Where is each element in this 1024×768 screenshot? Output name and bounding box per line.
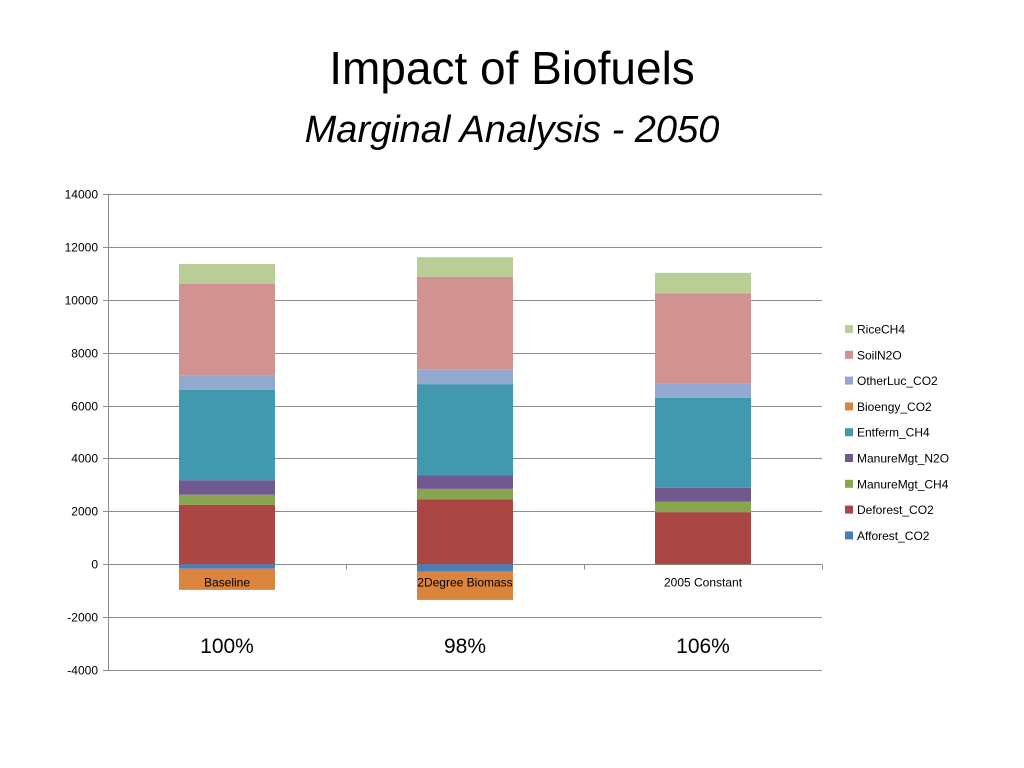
y-tick-label: 8000 [71,347,98,361]
legend-label: ManureMgt_CH4 [857,477,949,491]
legend: RiceCH4 SoilN2O OtherLuc_CO2 Bioengy_CO2 Ent… [845,323,949,543]
legend-label: Deforest_CO2 [857,503,934,517]
y-tick-label: 4000 [71,452,98,466]
bar-segment-deforest-co2 [417,499,513,565]
bar-segment-ricech4 [655,272,751,294]
bar-segment-entferm-ch4 [655,397,751,488]
y-tick-label: -2000 [67,611,98,625]
y-tick-label: 10000 [65,294,99,308]
bar-segment-deforest-co2 [179,504,275,565]
legend-label: Bioengy_CO2 [857,400,932,414]
legend-label: Afforest_CO2 [857,529,930,543]
bar-segment-deforest-co2 [655,512,751,565]
bar-segment-soiln2o [179,283,275,376]
bar-segment-ricech4 [417,257,513,277]
category-label: 2Degree Biomass [417,576,512,590]
y-tick-label: 0 [91,558,98,572]
bar-segment-afforest-co2 [417,564,513,572]
bar-segment-otherluc-co2 [655,383,751,398]
category-label: 2005 Constant [664,576,743,590]
bar-segment-manuremgt-ch4 [655,501,751,513]
legend-label: OtherLuc_CO2 [857,374,938,388]
bar-segment-ricech4 [179,264,275,284]
bars [179,257,751,600]
bar-segment-manuremgt-ch4 [417,488,513,500]
bar-segment-manuremgt-ch4 [179,494,275,505]
legend-swatch [845,376,853,385]
legend-swatch [845,350,853,359]
legend-swatch [845,505,853,514]
axes: -4000 -2000 0 2000 4000 6000 8000 10000 12000 140… [65,188,823,678]
bar-segment-otherluc-co2 [179,375,275,390]
legend-swatch [845,454,853,462]
y-tick-label: -4000 [67,664,98,678]
bar-segment-manuremgt-n2o [179,480,275,495]
bar-segment-otherluc-co2 [417,369,513,385]
legend-swatch [845,479,853,488]
percent-label: 100% [200,635,254,658]
legend-label: ManureMgt_N2O [857,452,949,466]
slide-title: Impact of Biofuels [329,42,695,94]
legend-label: SoilN2O [857,348,902,362]
bar-segment-manuremgt-n2o [417,475,513,489]
legend-swatch [845,428,853,437]
legend-swatch [845,402,853,411]
bar-segment-manuremgt-n2o [655,487,751,502]
legend-swatch [845,325,853,333]
legend-swatch [845,531,853,540]
bar-segment-entferm-ch4 [417,384,513,476]
bar-segment-entferm-ch4 [179,389,275,481]
legend-label: Entferm_CH4 [857,426,930,440]
bar-segment-afforest-co2 [179,564,275,569]
slide-subtitle: Marginal Analysis - 2050 [304,109,720,151]
y-tick-label: 14000 [65,188,99,202]
category-labels: Baseline 100% 2Degree Biomass 98% 2005 Const… [200,576,743,659]
bar-segment-bioengy-co2 [179,568,275,590]
bar-segment-soiln2o [417,276,513,370]
y-tick-label: 6000 [71,400,98,414]
legend-label: RiceCH4 [857,323,905,337]
y-tick-label: 2000 [71,505,98,519]
percent-label: 106% [676,635,730,658]
bar-segment-bioengy-co2 [417,571,513,600]
y-tick-label: 12000 [65,241,99,255]
category-label: Baseline [204,576,250,590]
percent-label: 98% [444,635,486,658]
bar-segment-soiln2o [655,293,751,384]
